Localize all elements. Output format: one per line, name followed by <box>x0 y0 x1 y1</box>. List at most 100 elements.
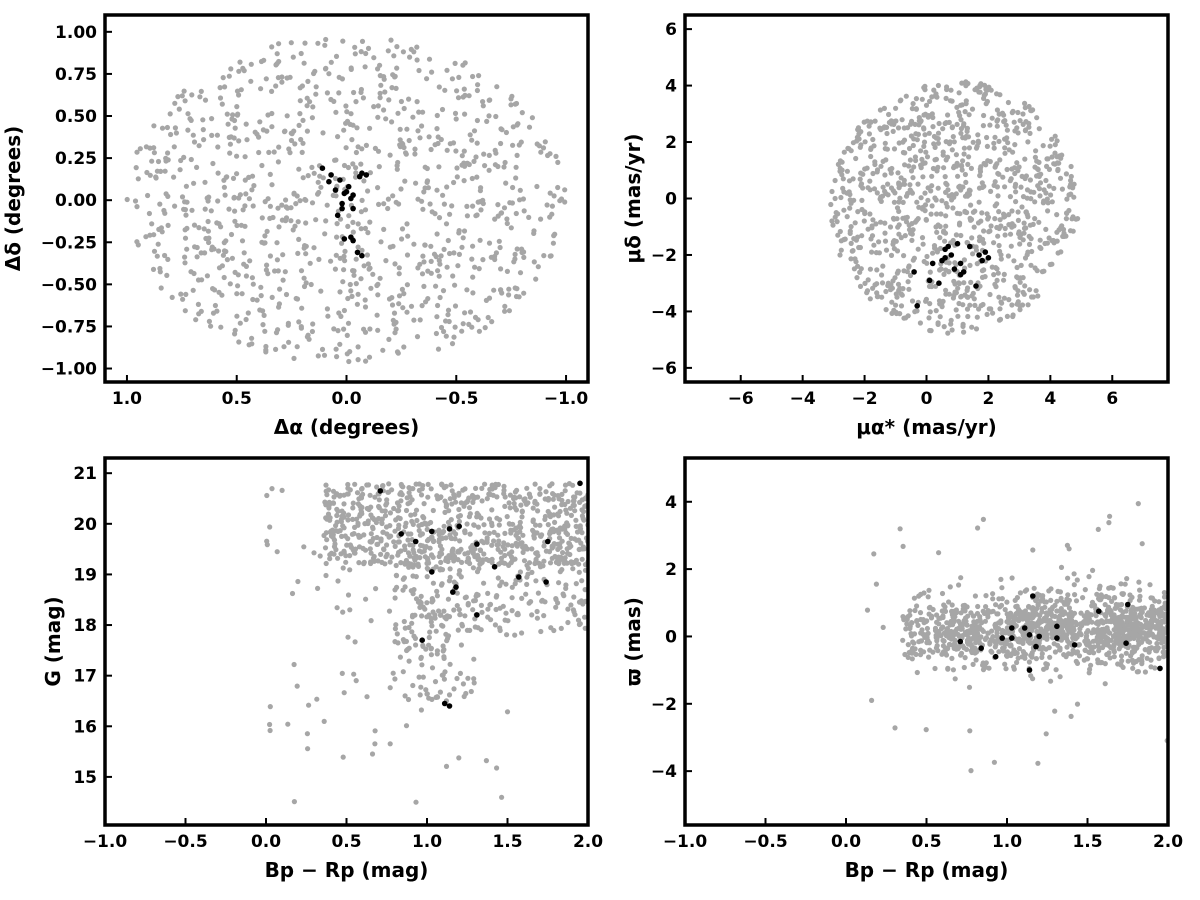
field-point <box>252 129 258 135</box>
field-point <box>912 121 918 127</box>
field-point <box>214 132 220 138</box>
field-point <box>396 265 402 271</box>
field-point <box>283 197 289 203</box>
field-point <box>310 321 316 327</box>
member-point <box>491 564 498 570</box>
field-point <box>543 489 549 495</box>
field-point <box>881 105 888 111</box>
field-point <box>973 627 979 633</box>
field-point <box>477 188 483 194</box>
field-point <box>959 80 965 86</box>
field-point <box>245 310 251 316</box>
field-point <box>1013 181 1019 187</box>
field-point <box>390 317 396 323</box>
field-point <box>398 560 404 566</box>
field-point <box>275 75 281 81</box>
field-point <box>1125 658 1131 664</box>
field-point <box>257 119 263 125</box>
field-point <box>906 286 912 292</box>
x-tick-label: 4 <box>1044 389 1056 409</box>
field-point <box>300 140 306 146</box>
field-point <box>158 225 164 231</box>
field-point <box>1136 634 1142 640</box>
field-point <box>862 209 868 215</box>
field-point <box>844 214 850 220</box>
field-point <box>943 291 949 297</box>
field-point <box>263 343 269 350</box>
field-point <box>482 481 488 487</box>
field-point <box>377 90 383 96</box>
field-point <box>847 205 853 211</box>
field-point <box>1029 248 1035 255</box>
field-point <box>421 501 427 507</box>
field-point <box>477 237 483 243</box>
y-tick-label: 0.50 <box>55 107 97 127</box>
field-point <box>184 199 190 205</box>
field-point <box>344 542 350 548</box>
field-point <box>358 493 364 499</box>
field-point <box>345 481 351 488</box>
field-point <box>269 88 275 94</box>
field-point <box>341 326 347 332</box>
field-point <box>418 600 424 606</box>
member-point <box>985 254 992 261</box>
field-point <box>974 314 980 320</box>
field-point <box>135 176 141 182</box>
field-point <box>232 208 238 214</box>
field-point <box>479 538 485 544</box>
field-point <box>1151 611 1157 617</box>
field-point <box>944 630 951 637</box>
field-point <box>1076 642 1082 648</box>
field-point <box>480 257 486 263</box>
field-point <box>294 296 301 302</box>
field-point <box>306 336 312 342</box>
field-point <box>1065 575 1071 581</box>
field-point <box>375 281 381 287</box>
field-point <box>1017 590 1024 596</box>
field-point <box>375 66 381 72</box>
field-point <box>482 530 488 536</box>
field-point <box>434 694 441 700</box>
field-point <box>1019 611 1025 617</box>
field-point <box>1009 619 1015 625</box>
field-point <box>941 229 947 235</box>
field-point <box>1006 297 1012 303</box>
field-point <box>480 200 486 207</box>
field-point <box>893 302 899 308</box>
field-point <box>982 82 988 88</box>
field-point <box>1124 576 1130 582</box>
field-point <box>263 76 269 82</box>
field-point <box>308 281 314 288</box>
field-point <box>258 86 264 92</box>
field-point <box>966 684 973 690</box>
field-point <box>172 125 178 131</box>
field-point <box>1025 139 1031 145</box>
field-point <box>486 97 492 103</box>
field-point <box>521 208 527 214</box>
field-point <box>1073 658 1079 665</box>
field-point <box>555 184 561 191</box>
field-point <box>958 162 965 169</box>
field-point <box>970 613 976 619</box>
field-point <box>407 493 413 500</box>
field-point <box>275 268 281 274</box>
field-point <box>405 550 412 556</box>
field-point <box>907 182 913 188</box>
field-point <box>1017 303 1023 309</box>
field-point <box>435 268 441 274</box>
field-point <box>1026 615 1032 621</box>
field-point <box>445 312 451 318</box>
field-point <box>1135 501 1141 507</box>
field-point <box>1131 630 1137 637</box>
field-point <box>216 289 222 295</box>
field-point <box>534 530 540 536</box>
field-point <box>350 500 356 506</box>
field-point <box>579 578 585 584</box>
field-point <box>1130 665 1136 671</box>
field-point <box>202 179 208 185</box>
field-point <box>552 504 558 510</box>
field-point <box>279 202 285 208</box>
field-point <box>146 210 152 217</box>
field-point <box>474 87 480 94</box>
field-point <box>188 269 194 275</box>
